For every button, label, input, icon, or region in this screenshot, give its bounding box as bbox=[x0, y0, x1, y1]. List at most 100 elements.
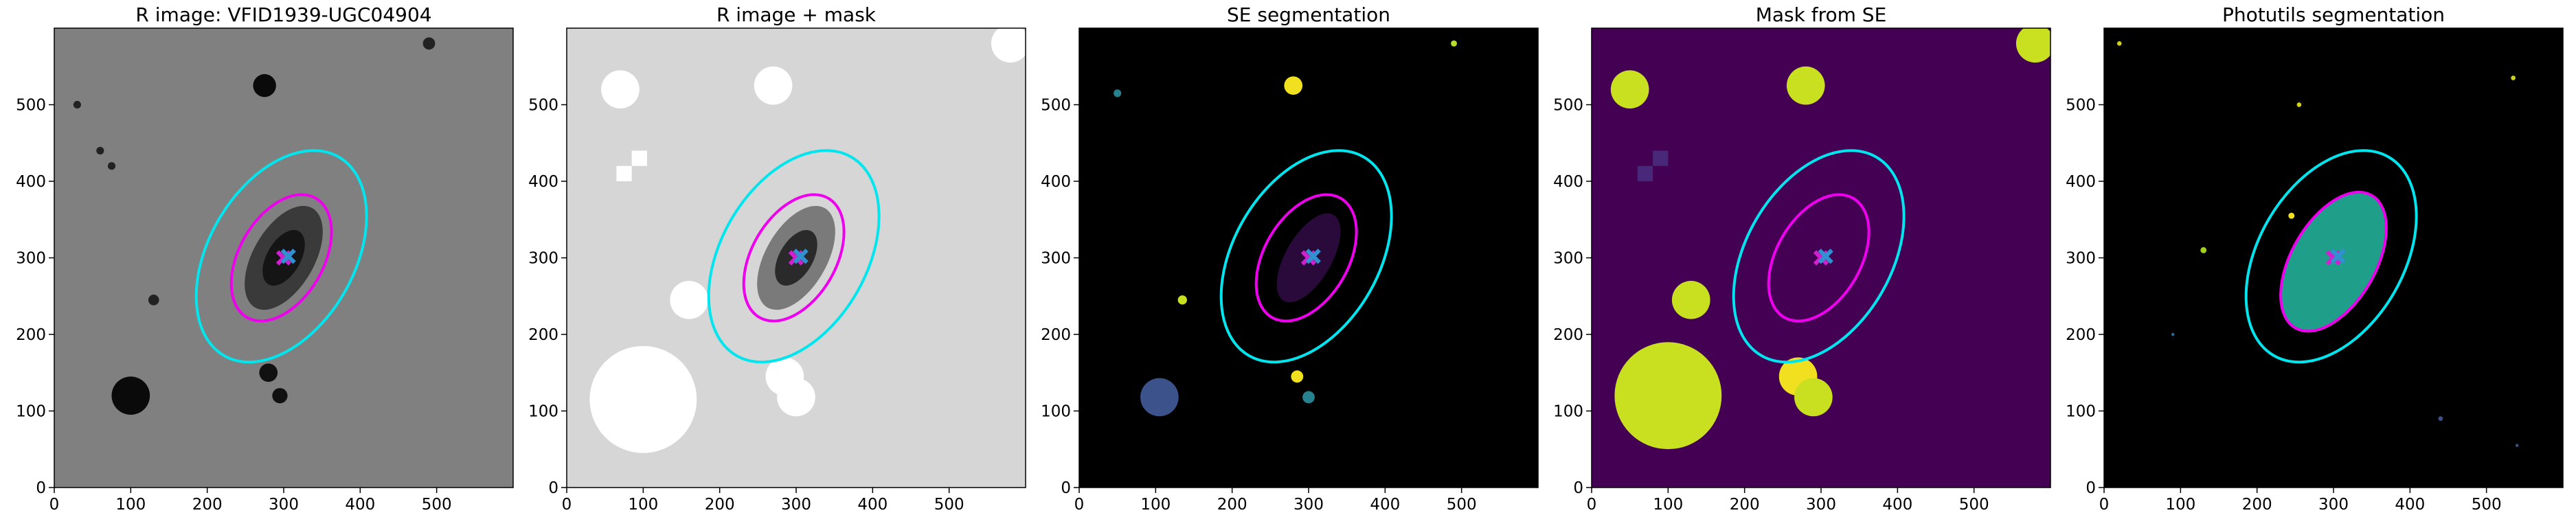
source bbox=[2515, 444, 2519, 447]
x-tick-label: 0 bbox=[49, 496, 60, 514]
source bbox=[777, 378, 815, 417]
source bbox=[1302, 391, 1315, 404]
source bbox=[1177, 295, 1187, 305]
x-tick-label: 200 bbox=[1217, 496, 1247, 514]
center-marker bbox=[1305, 249, 1321, 264]
aperture-ellipse bbox=[229, 193, 333, 323]
aperture-ellipse bbox=[2244, 149, 2418, 364]
x-tick-label: 100 bbox=[2165, 496, 2195, 514]
y-tick-label: 400 bbox=[528, 173, 558, 191]
y-tick-label: 300 bbox=[2066, 250, 2096, 268]
source bbox=[96, 146, 104, 154]
aperture-ellipse bbox=[1767, 193, 1871, 323]
mask-square bbox=[1637, 165, 1653, 181]
y-tick-label: 0 bbox=[1573, 479, 1583, 497]
source bbox=[589, 345, 697, 453]
source bbox=[2288, 212, 2295, 219]
y-tick-label: 400 bbox=[16, 173, 46, 191]
source bbox=[670, 280, 708, 319]
source bbox=[259, 363, 278, 382]
x-tick-label: 500 bbox=[934, 496, 964, 514]
y-tick-label: 100 bbox=[1553, 403, 1583, 421]
y-tick-label: 400 bbox=[1553, 173, 1583, 191]
source bbox=[1671, 280, 1710, 319]
source bbox=[73, 100, 81, 109]
y-tick-label: 500 bbox=[16, 97, 46, 115]
y-tick-label: 100 bbox=[16, 403, 46, 421]
source bbox=[1610, 70, 1649, 109]
y-tick-label: 500 bbox=[528, 97, 558, 115]
x-tick-label: 200 bbox=[705, 496, 735, 514]
source bbox=[754, 66, 793, 105]
x-tick-label: 0 bbox=[562, 496, 572, 514]
aperture-ellipse bbox=[194, 149, 368, 364]
source bbox=[2438, 416, 2443, 421]
x-tick-label: 100 bbox=[628, 496, 658, 514]
y-tick-label: 300 bbox=[1041, 250, 1071, 268]
panel bbox=[567, 28, 1026, 488]
y-tick-label: 0 bbox=[1061, 479, 1071, 497]
y-tick-label: 500 bbox=[1553, 97, 1583, 115]
source bbox=[1794, 378, 1833, 417]
x-tick-label: 200 bbox=[192, 496, 223, 514]
aperture-ellipse bbox=[1219, 149, 1393, 364]
y-tick-label: 400 bbox=[2066, 173, 2096, 191]
y-tick-label: 100 bbox=[1041, 403, 1071, 421]
center-marker bbox=[280, 249, 296, 264]
source bbox=[148, 295, 159, 306]
source bbox=[1451, 40, 1457, 47]
source bbox=[2200, 247, 2207, 253]
y-tick-label: 100 bbox=[528, 403, 558, 421]
y-tick-label: 300 bbox=[528, 250, 558, 268]
x-tick-label: 0 bbox=[1074, 496, 1085, 514]
panel-title: Photutils segmentation bbox=[2222, 3, 2445, 26]
source bbox=[1786, 66, 1825, 105]
panel-title: R image + mask bbox=[716, 3, 877, 26]
x-tick-label: 300 bbox=[269, 496, 299, 514]
source bbox=[1114, 89, 1122, 98]
source bbox=[2116, 41, 2122, 46]
y-tick-label: 200 bbox=[2066, 326, 2096, 344]
x-tick-label: 100 bbox=[1653, 496, 1683, 514]
mask-square bbox=[1653, 150, 1669, 166]
x-tick-label: 400 bbox=[2395, 496, 2425, 514]
aperture-ellipse bbox=[2279, 190, 2388, 333]
source bbox=[253, 73, 276, 98]
y-tick-label: 400 bbox=[1041, 173, 1071, 191]
x-tick-label: 300 bbox=[2318, 496, 2349, 514]
y-tick-label: 500 bbox=[2066, 97, 2096, 115]
panel bbox=[2104, 28, 2563, 488]
y-tick-label: 300 bbox=[1553, 250, 1583, 268]
x-tick-label: 300 bbox=[1806, 496, 1836, 514]
source bbox=[1140, 378, 1179, 417]
x-tick-label: 0 bbox=[1587, 496, 1597, 514]
source bbox=[991, 28, 1026, 63]
aperture-ellipse bbox=[707, 149, 881, 364]
source bbox=[2296, 102, 2302, 107]
y-tick-label: 0 bbox=[2086, 479, 2096, 497]
source bbox=[111, 376, 150, 415]
panel-title: R image: VFID1939-UGC04904 bbox=[135, 3, 431, 26]
x-tick-label: 500 bbox=[1959, 496, 1989, 514]
y-tick-label: 300 bbox=[16, 250, 46, 268]
panel-title: Mask from SE bbox=[1756, 3, 1887, 26]
y-tick-label: 0 bbox=[36, 479, 46, 497]
source bbox=[422, 37, 436, 50]
aperture-ellipse bbox=[1254, 193, 1358, 323]
panel-title: SE segmentation bbox=[1227, 3, 1390, 26]
source bbox=[2015, 28, 2050, 63]
x-tick-label: 400 bbox=[1370, 496, 1400, 514]
x-tick-label: 100 bbox=[115, 496, 146, 514]
y-tick-label: 200 bbox=[1553, 326, 1583, 344]
source bbox=[601, 70, 640, 109]
y-tick-label: 200 bbox=[528, 326, 558, 344]
y-tick-label: 0 bbox=[548, 479, 558, 497]
x-tick-label: 400 bbox=[1882, 496, 1912, 514]
x-tick-label: 0 bbox=[2099, 496, 2110, 514]
panel bbox=[1079, 28, 1538, 488]
source bbox=[2171, 332, 2175, 336]
center-marker bbox=[793, 249, 809, 264]
x-tick-label: 200 bbox=[2242, 496, 2272, 514]
source bbox=[107, 162, 116, 170]
